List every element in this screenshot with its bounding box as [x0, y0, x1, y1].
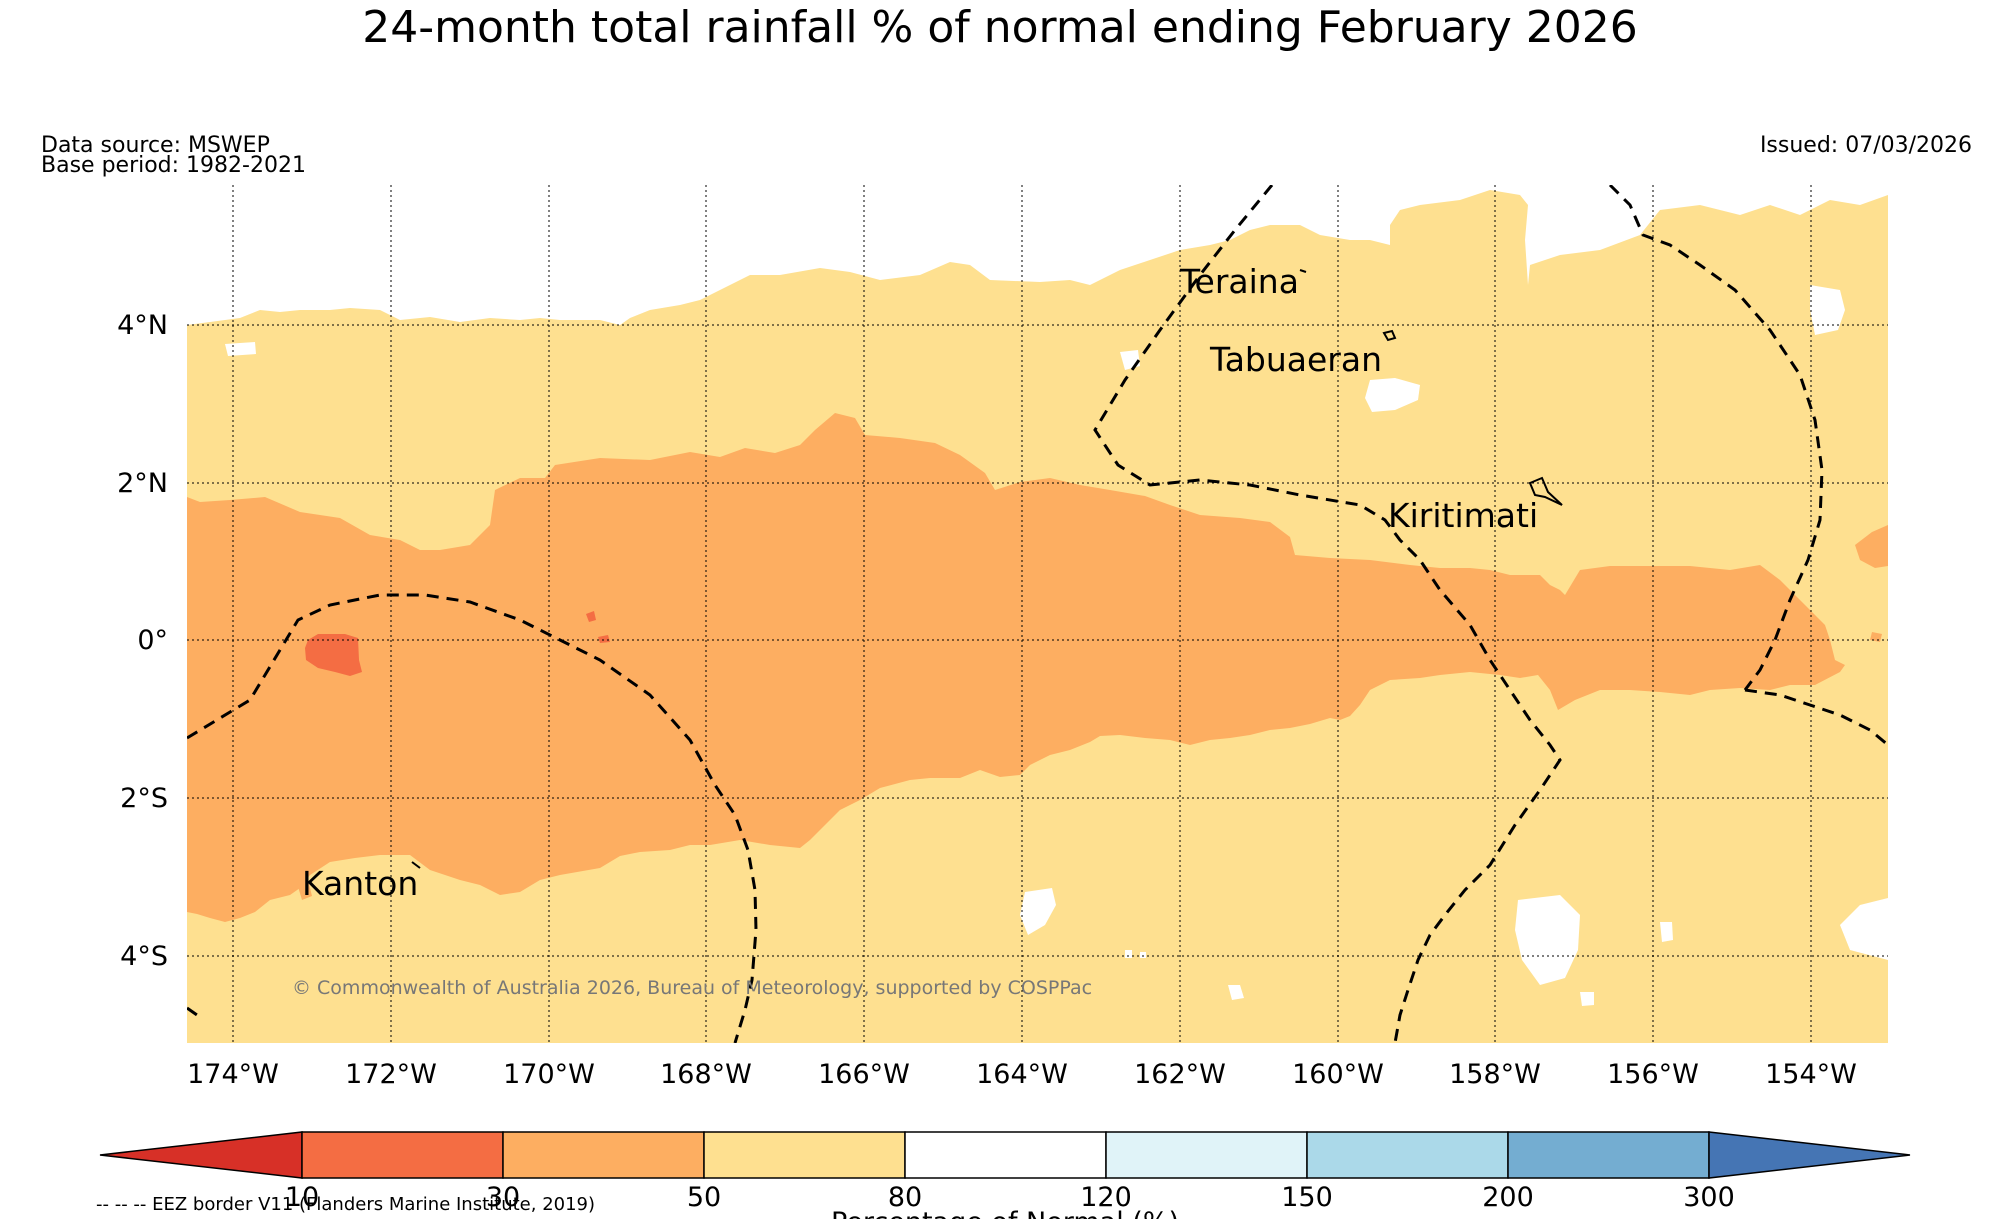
lon-tick-174W: 174°W — [187, 1059, 279, 1090]
white-island-2 — [1365, 378, 1420, 412]
white-south-5 — [1228, 985, 1244, 1000]
map-area — [187, 185, 1888, 1043]
copyright-notice: © Commonwealth of Australia 2026, Bureau… — [292, 977, 1092, 999]
lon-tick-162W: 162°W — [1134, 1059, 1226, 1090]
island-outline-kiritimati — [1528, 476, 1563, 506]
teraina-marker — [1299, 269, 1307, 273]
lon-tick-154W: 154°W — [1765, 1059, 1857, 1090]
colorbar-tick-120: 120 — [1080, 1182, 1132, 1213]
lat-tick-4S: 4°S — [120, 941, 168, 972]
data-source: Data source: MSWEP — [41, 133, 270, 158]
rainfall-10-30-dot-2 — [598, 635, 610, 643]
colorbar-tick-200: 200 — [1482, 1182, 1534, 1213]
issued-date: Issued: 07/03/2026 — [1759, 133, 1972, 158]
place-label-kiritimati: Kiritimati — [1388, 496, 1538, 535]
colorbar-ticks: 10 30 50 80 120 150 200 300 — [285, 1182, 1735, 1213]
lat-tick-0: 0° — [137, 625, 168, 656]
colorbar-label: Percentage of Normal (%) — [831, 1207, 1179, 1219]
lat-tick-4N: 4°N — [117, 310, 168, 341]
lon-tick-160W: 160°W — [1292, 1059, 1384, 1090]
rainfall-30-50-band — [187, 413, 1845, 922]
eez-borders — [187, 185, 1888, 1043]
kanton-marker — [411, 861, 421, 869]
lon-tick-158W: 158°W — [1449, 1059, 1541, 1090]
lat-tick-labels: 4°N 2°N 0° 2°S 4°S — [117, 310, 168, 972]
white-south-2 — [1515, 895, 1580, 985]
eez-legend-note: -- -- -- EEZ border V11 (Flanders Marine… — [96, 1194, 595, 1215]
lon-tick-164W: 164°W — [976, 1059, 1068, 1090]
rainfall-30-50-patch-east — [1855, 525, 1888, 568]
island-outline-tabuaeran — [1382, 329, 1397, 342]
lat-tick-2S: 2°S — [120, 783, 168, 814]
colorbar-swatch-30-50 — [502, 1131, 705, 1179]
lat-tick-2N: 2°N — [117, 468, 168, 499]
place-label-teraina: Teraina — [1179, 262, 1299, 301]
lon-tick-172W: 172°W — [345, 1059, 437, 1090]
white-south-8 — [1140, 952, 1146, 958]
lon-tick-166W: 166°W — [818, 1059, 910, 1090]
white-south-6 — [1580, 992, 1594, 1006]
colorbar-tick-300: 300 — [1683, 1182, 1735, 1213]
chart-title: 24-month total rainfall % of normal endi… — [362, 2, 1638, 53]
colorbar-extend-high — [1708, 1131, 1911, 1179]
eez-border-stub — [187, 1006, 198, 1017]
colorbar-tick-150: 150 — [1281, 1182, 1333, 1213]
colorbar-swatch-50-80 — [703, 1131, 906, 1179]
colorbar-extend-low — [99, 1131, 303, 1179]
white-island-1 — [1810, 285, 1845, 335]
white-south-1 — [1020, 888, 1056, 935]
eez-border-line-southeast — [1744, 688, 1888, 747]
white-south-7 — [1125, 950, 1132, 958]
white-island-4 — [225, 342, 256, 356]
eez-border-line-west — [1093, 185, 1562, 1043]
colorbar-tick-50: 50 — [687, 1182, 721, 1213]
lon-tick-labels: 174°W 172°W 170°W 168°W 166°W 164°W 162°… — [187, 1059, 1857, 1090]
rainfall-10-30-dot-1 — [586, 611, 596, 622]
colorbar-tick-80: 80 — [888, 1182, 922, 1213]
colorbar — [99, 1131, 1911, 1179]
eez-border-phoenix — [187, 593, 758, 1043]
colorbar-swatch-150-200 — [1306, 1131, 1509, 1179]
graticule — [187, 185, 1888, 1043]
colorbar-tick-10: 10 — [285, 1182, 319, 1213]
lon-tick-156W: 156°W — [1607, 1059, 1699, 1090]
place-label-tabuaeran: Tabuaeran — [1209, 340, 1382, 379]
rainfall-30-50-patch-west — [296, 880, 312, 900]
eez-border-line-east — [1608, 185, 1824, 691]
colorbar-swatch-120-150 — [1105, 1131, 1308, 1179]
lon-tick-170W: 170°W — [503, 1059, 595, 1090]
rainfall-10-30-patch — [305, 634, 362, 676]
white-south-3 — [1840, 898, 1888, 960]
colorbar-swatch-10-30 — [301, 1131, 504, 1179]
base-period: Base period: 1982-2021 — [41, 153, 306, 178]
colorbar-swatch-80-120 — [904, 1131, 1107, 1179]
colorbar-tick-30: 30 — [486, 1182, 520, 1213]
place-label-kanton: Kanton — [302, 864, 418, 903]
lon-tick-168W: 168°W — [660, 1059, 752, 1090]
near-normal-north — [187, 185, 1888, 325]
colorbar-swatch-200-300 — [1507, 1131, 1710, 1179]
white-south-4 — [1660, 922, 1673, 942]
